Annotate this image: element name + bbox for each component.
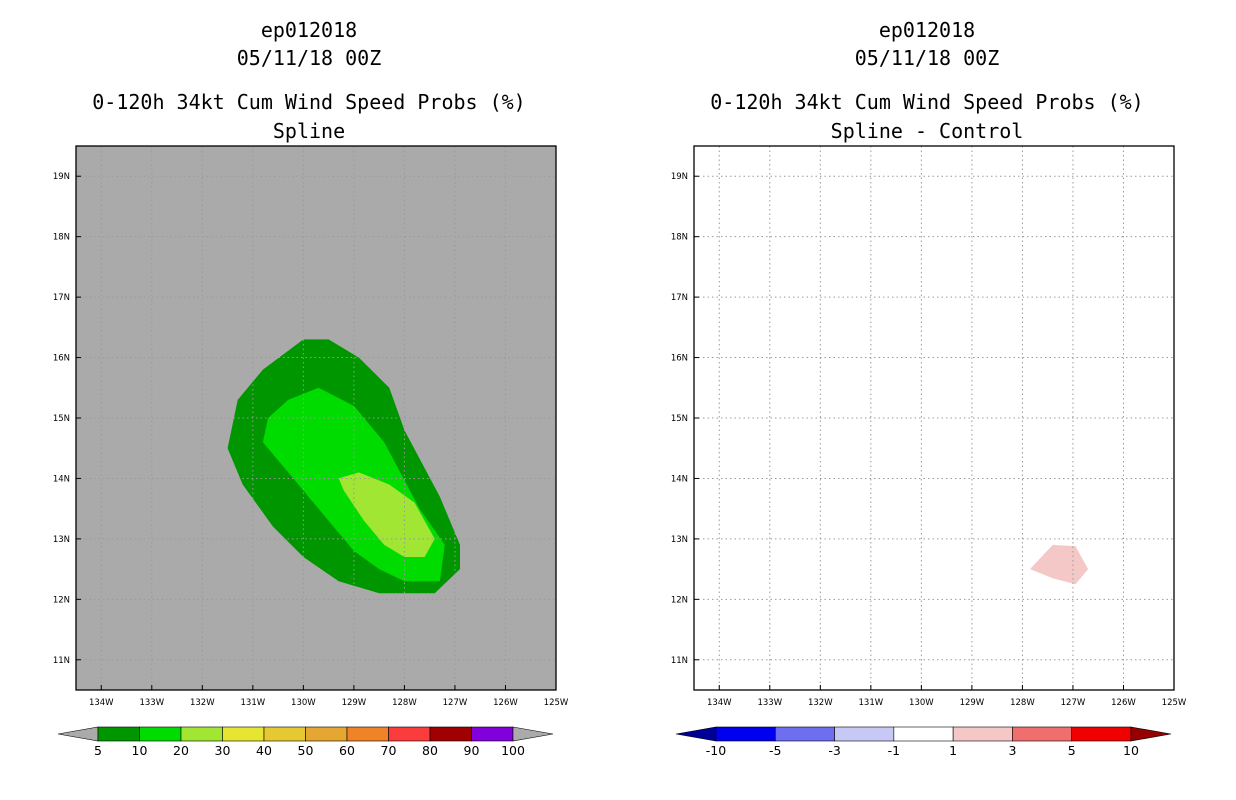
colorbar-segment — [715, 726, 776, 742]
y-tick-label: 16N — [53, 354, 70, 364]
probability-map: 134W 133W 132W 131W 130W 129W 128W 127W 126W 125W… — [53, 145, 569, 758]
y-tick-label: 17N — [53, 293, 70, 303]
y-tick-label: 14N — [53, 474, 70, 484]
y-tick-label: 13N — [53, 535, 70, 545]
plot-frame — [75, 145, 557, 691]
y-tick-label: 19N — [53, 172, 70, 182]
y-tick-label: 12N — [671, 595, 688, 605]
datetime: 05/11/18 00Z — [854, 46, 1000, 70]
colorbar-segment — [346, 726, 389, 742]
colorbar-label: -1 — [888, 743, 900, 758]
colorbar-segment — [429, 726, 472, 742]
x-tick-label: 134W — [89, 698, 114, 708]
y-tick-label: 15N — [671, 414, 688, 424]
y-tick-label: 14N — [671, 474, 688, 484]
x-tick-label: 130W — [909, 698, 934, 708]
x-tick-label: 126W — [493, 698, 518, 708]
colorbar-segment — [263, 726, 306, 742]
colorbar-label: 60 — [339, 743, 355, 758]
colorbar-label: 70 — [381, 743, 397, 758]
colorbar-label: -3 — [828, 743, 840, 758]
x-tick-label: 131W — [859, 698, 884, 708]
colorbar-label: 90 — [464, 743, 480, 758]
colorbar-label: 50 — [298, 743, 314, 758]
panel-subtitle: Spline — [272, 119, 346, 143]
colorbar-segment — [97, 726, 140, 742]
colorbar-segment — [180, 726, 223, 742]
x-tick-label: 129W — [342, 698, 367, 708]
y-tick-label: 12N — [53, 595, 70, 605]
colorbar-label: -5 — [769, 743, 781, 758]
colorbar-label: -10 — [706, 743, 726, 758]
colorbar-segment — [471, 726, 514, 742]
colorbar-segment — [139, 726, 182, 742]
colorbar-label: 5 — [94, 743, 102, 758]
colorbar-label: 1 — [949, 743, 957, 758]
x-tick-label: 129W — [960, 698, 985, 708]
datetime: 05/11/18 00Z — [236, 46, 382, 70]
colorbar-label: 40 — [256, 743, 272, 758]
y-tick-label: 19N — [671, 172, 688, 182]
colorbar-segment — [388, 726, 431, 742]
x-tick-label: 132W — [190, 698, 215, 708]
colorbar-segment — [834, 726, 895, 742]
colorbar-arrow-left — [57, 726, 99, 742]
y-tick-label: 18N — [671, 233, 688, 243]
colorbar-segment — [952, 726, 1013, 742]
colorbar-label: 30 — [215, 743, 231, 758]
colorbar-segment — [1071, 726, 1132, 742]
x-tick-label: 127W — [1061, 698, 1086, 708]
x-tick-label: 130W — [291, 698, 316, 708]
storm-id: ep012018 — [260, 18, 358, 42]
contour-1 — [1030, 544, 1089, 585]
difference-map: 134W 133W 132W 131W 130W 129W 128W 127W 126W 125W… — [671, 145, 1187, 758]
panel-subtitle: Spline - Control — [830, 119, 1024, 143]
storm-id: ep012018 — [878, 18, 976, 42]
x-tick-label: 126W — [1111, 698, 1136, 708]
product-title: 0-120h 34kt Cum Wind Speed Probs (%) — [710, 90, 1144, 114]
colorbar-segment — [222, 726, 265, 742]
x-tick-label: 133W — [139, 698, 164, 708]
x-tick-label: 132W — [808, 698, 833, 708]
product-title: 0-120h 34kt Cum Wind Speed Probs (%) — [92, 90, 526, 114]
x-tick-label: 125W — [544, 698, 569, 708]
y-tick-label: 16N — [671, 354, 688, 364]
y-tick-label: 13N — [671, 535, 688, 545]
colorbar-label: 5 — [1068, 743, 1076, 758]
colorbar-label: 10 — [1123, 743, 1139, 758]
colorbar-segment — [1012, 726, 1073, 742]
x-tick-label: 133W — [757, 698, 782, 708]
colorbar-label: 100 — [501, 743, 525, 758]
x-tick-label: 128W — [1010, 698, 1035, 708]
right-panel: ep012018 05/11/18 00Z 0-120h 34kt Cum Wi… — [618, 0, 1236, 800]
colorbar-arrow-right — [512, 726, 554, 742]
colorbar-segment — [305, 726, 348, 742]
y-tick-label: 15N — [53, 414, 70, 424]
colorbar-label: 3 — [1008, 743, 1016, 758]
colorbar-arrow-right — [1130, 726, 1172, 742]
x-tick-label: 125W — [1162, 698, 1187, 708]
left-panel: ep012018 05/11/18 00Z 0-120h 34kt Cum Wi… — [53, 18, 569, 758]
plot-frame — [693, 145, 1175, 691]
x-tick-label: 127W — [443, 698, 468, 708]
colorbar-segment — [893, 726, 954, 742]
contour-20 — [338, 472, 435, 557]
y-tick-label: 11N — [671, 656, 688, 666]
y-tick-label: 11N — [53, 656, 70, 666]
colorbar-label: 10 — [132, 743, 148, 758]
colorbar-segment — [774, 726, 835, 742]
colorbar-label: 20 — [173, 743, 189, 758]
y-tick-label: 17N — [671, 293, 688, 303]
colorbar-arrow-left — [675, 726, 717, 742]
x-tick-label: 131W — [241, 698, 266, 708]
colorbar-label: 80 — [422, 743, 438, 758]
x-tick-label: 128W — [392, 698, 417, 708]
y-tick-label: 18N — [53, 233, 70, 243]
x-tick-label: 134W — [707, 698, 732, 708]
